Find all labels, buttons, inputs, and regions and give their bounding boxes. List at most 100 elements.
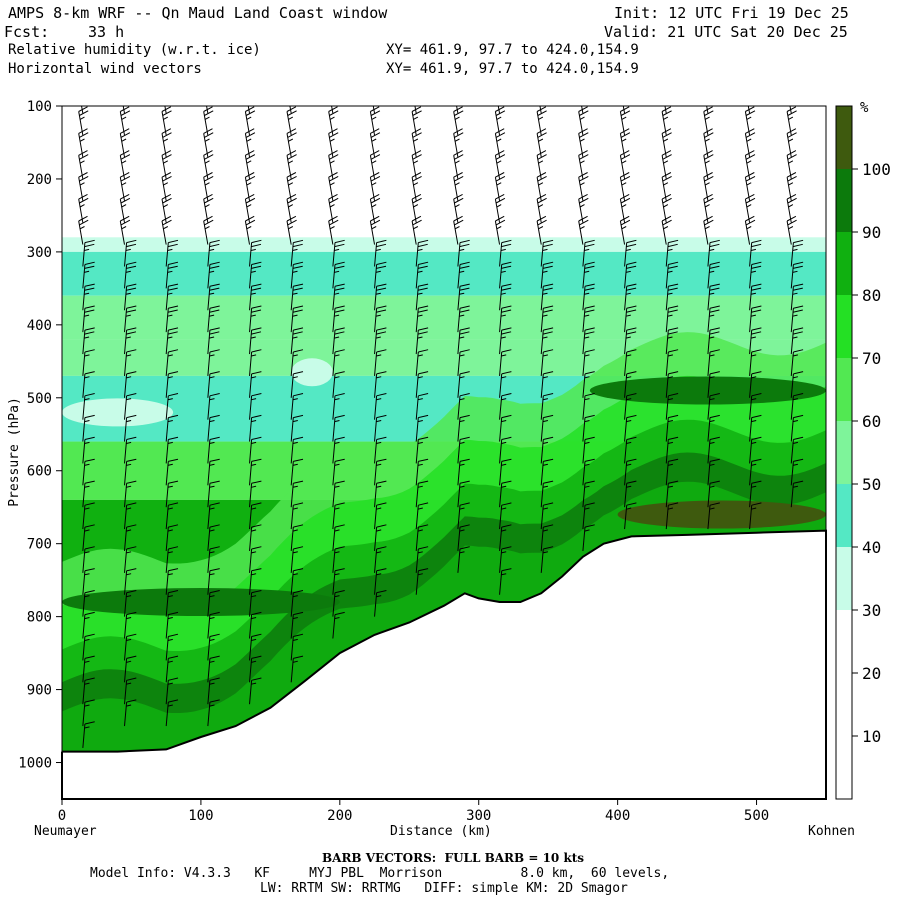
- barb-feather: [584, 248, 590, 251]
- barb-feather: [162, 219, 172, 226]
- barb-feather: [704, 116, 710, 120]
- barb-feather: [121, 116, 127, 120]
- barb-feather: [251, 420, 257, 423]
- forecast-hour: 33 h: [88, 23, 125, 41]
- barb-feather: [626, 463, 632, 466]
- wind-barb: [207, 699, 220, 727]
- barb-feather: [376, 331, 387, 335]
- barb-feather: [542, 331, 553, 335]
- wind-barb: [415, 414, 429, 442]
- barb-feather: [455, 95, 459, 97]
- wind-barb: [665, 414, 679, 442]
- barb-feather: [209, 480, 220, 484]
- wind-barb: [499, 261, 512, 289]
- barb-feather: [709, 287, 720, 291]
- barb-feather: [418, 239, 429, 244]
- barb-feather: [209, 292, 215, 295]
- wind-barb: [415, 524, 429, 552]
- wind-barb: [82, 721, 95, 748]
- barb-feather: [667, 507, 674, 510]
- barb-feather: [209, 287, 220, 291]
- barb-staff: [82, 351, 86, 376]
- barb-feather: [793, 458, 804, 462]
- barb-feather: [167, 507, 173, 510]
- wind-barb: [374, 239, 387, 267]
- barb-feather: [209, 590, 220, 594]
- wind-barb: [124, 524, 137, 552]
- barb-feather: [626, 354, 632, 357]
- wind-barb: [457, 524, 470, 552]
- barb-feather: [542, 463, 549, 466]
- wind-barb: [249, 524, 262, 552]
- barb-feather: [453, 193, 463, 200]
- barb-feather: [287, 110, 297, 116]
- barb-feather: [751, 305, 762, 309]
- barb-feather: [626, 414, 637, 419]
- barb-feather: [79, 138, 85, 142]
- barb-feather: [622, 95, 626, 97]
- wind-barb: [499, 283, 512, 311]
- wind-barb: [494, 150, 506, 180]
- barb-staff: [415, 264, 419, 289]
- barb-feather: [370, 154, 381, 160]
- barb-feather: [751, 327, 762, 331]
- wind-barb: [332, 349, 345, 376]
- barb-feather: [370, 150, 380, 156]
- barb-feather: [787, 154, 797, 160]
- barb-feather: [417, 270, 423, 273]
- barb-feather: [121, 89, 130, 94]
- barb-staff: [582, 505, 586, 530]
- barb-staff: [124, 636, 128, 661]
- barb-feather: [376, 265, 387, 269]
- barb-feather: [334, 283, 345, 287]
- barb-feather: [501, 283, 512, 287]
- wind-barb: [582, 393, 595, 420]
- barb-feather: [376, 441, 382, 444]
- barb-feather: [538, 226, 544, 230]
- barb-feather: [579, 89, 588, 94]
- barb-feather: [203, 128, 213, 134]
- barb-feather: [288, 204, 294, 208]
- barb-feather: [375, 292, 381, 295]
- barb-feather: [709, 314, 715, 317]
- barb-staff: [374, 505, 378, 530]
- barb-feather: [620, 193, 630, 200]
- wind-barb: [661, 215, 672, 245]
- barb-feather: [79, 197, 89, 204]
- barb-staff: [707, 308, 711, 333]
- barb-staff: [249, 264, 253, 289]
- barb-feather: [329, 85, 338, 90]
- barb-feather: [251, 590, 262, 594]
- barb-staff: [453, 220, 459, 245]
- wind-barb: [374, 568, 387, 595]
- barb-feather: [746, 160, 752, 164]
- barb-feather: [161, 172, 172, 178]
- barb-feather: [497, 95, 501, 97]
- barb-feather: [250, 248, 256, 251]
- wind-barb: [124, 611, 137, 639]
- barb-staff: [582, 308, 586, 333]
- barb-feather: [245, 197, 256, 204]
- barb-feather: [287, 175, 297, 182]
- barb-staff: [665, 483, 669, 508]
- wind-barb: [665, 502, 679, 530]
- barb-feather: [293, 611, 304, 616]
- barb-feather: [245, 106, 255, 112]
- wind-barb: [624, 327, 637, 355]
- barb-feather: [376, 283, 387, 287]
- barb-feather: [501, 480, 512, 484]
- wind-barb: [415, 546, 429, 573]
- wind-barb: [749, 327, 762, 355]
- barb-feather: [84, 573, 90, 576]
- barb-feather: [251, 524, 262, 528]
- barb-feather: [126, 309, 137, 313]
- wind-barb: [82, 655, 95, 683]
- barb-feather: [704, 175, 714, 182]
- barb-feather: [293, 436, 304, 440]
- barb-feather: [245, 154, 256, 160]
- wind-barb: [332, 305, 345, 333]
- barb-feather: [501, 458, 512, 462]
- wind-barb: [207, 524, 220, 552]
- wind-barb: [124, 393, 137, 420]
